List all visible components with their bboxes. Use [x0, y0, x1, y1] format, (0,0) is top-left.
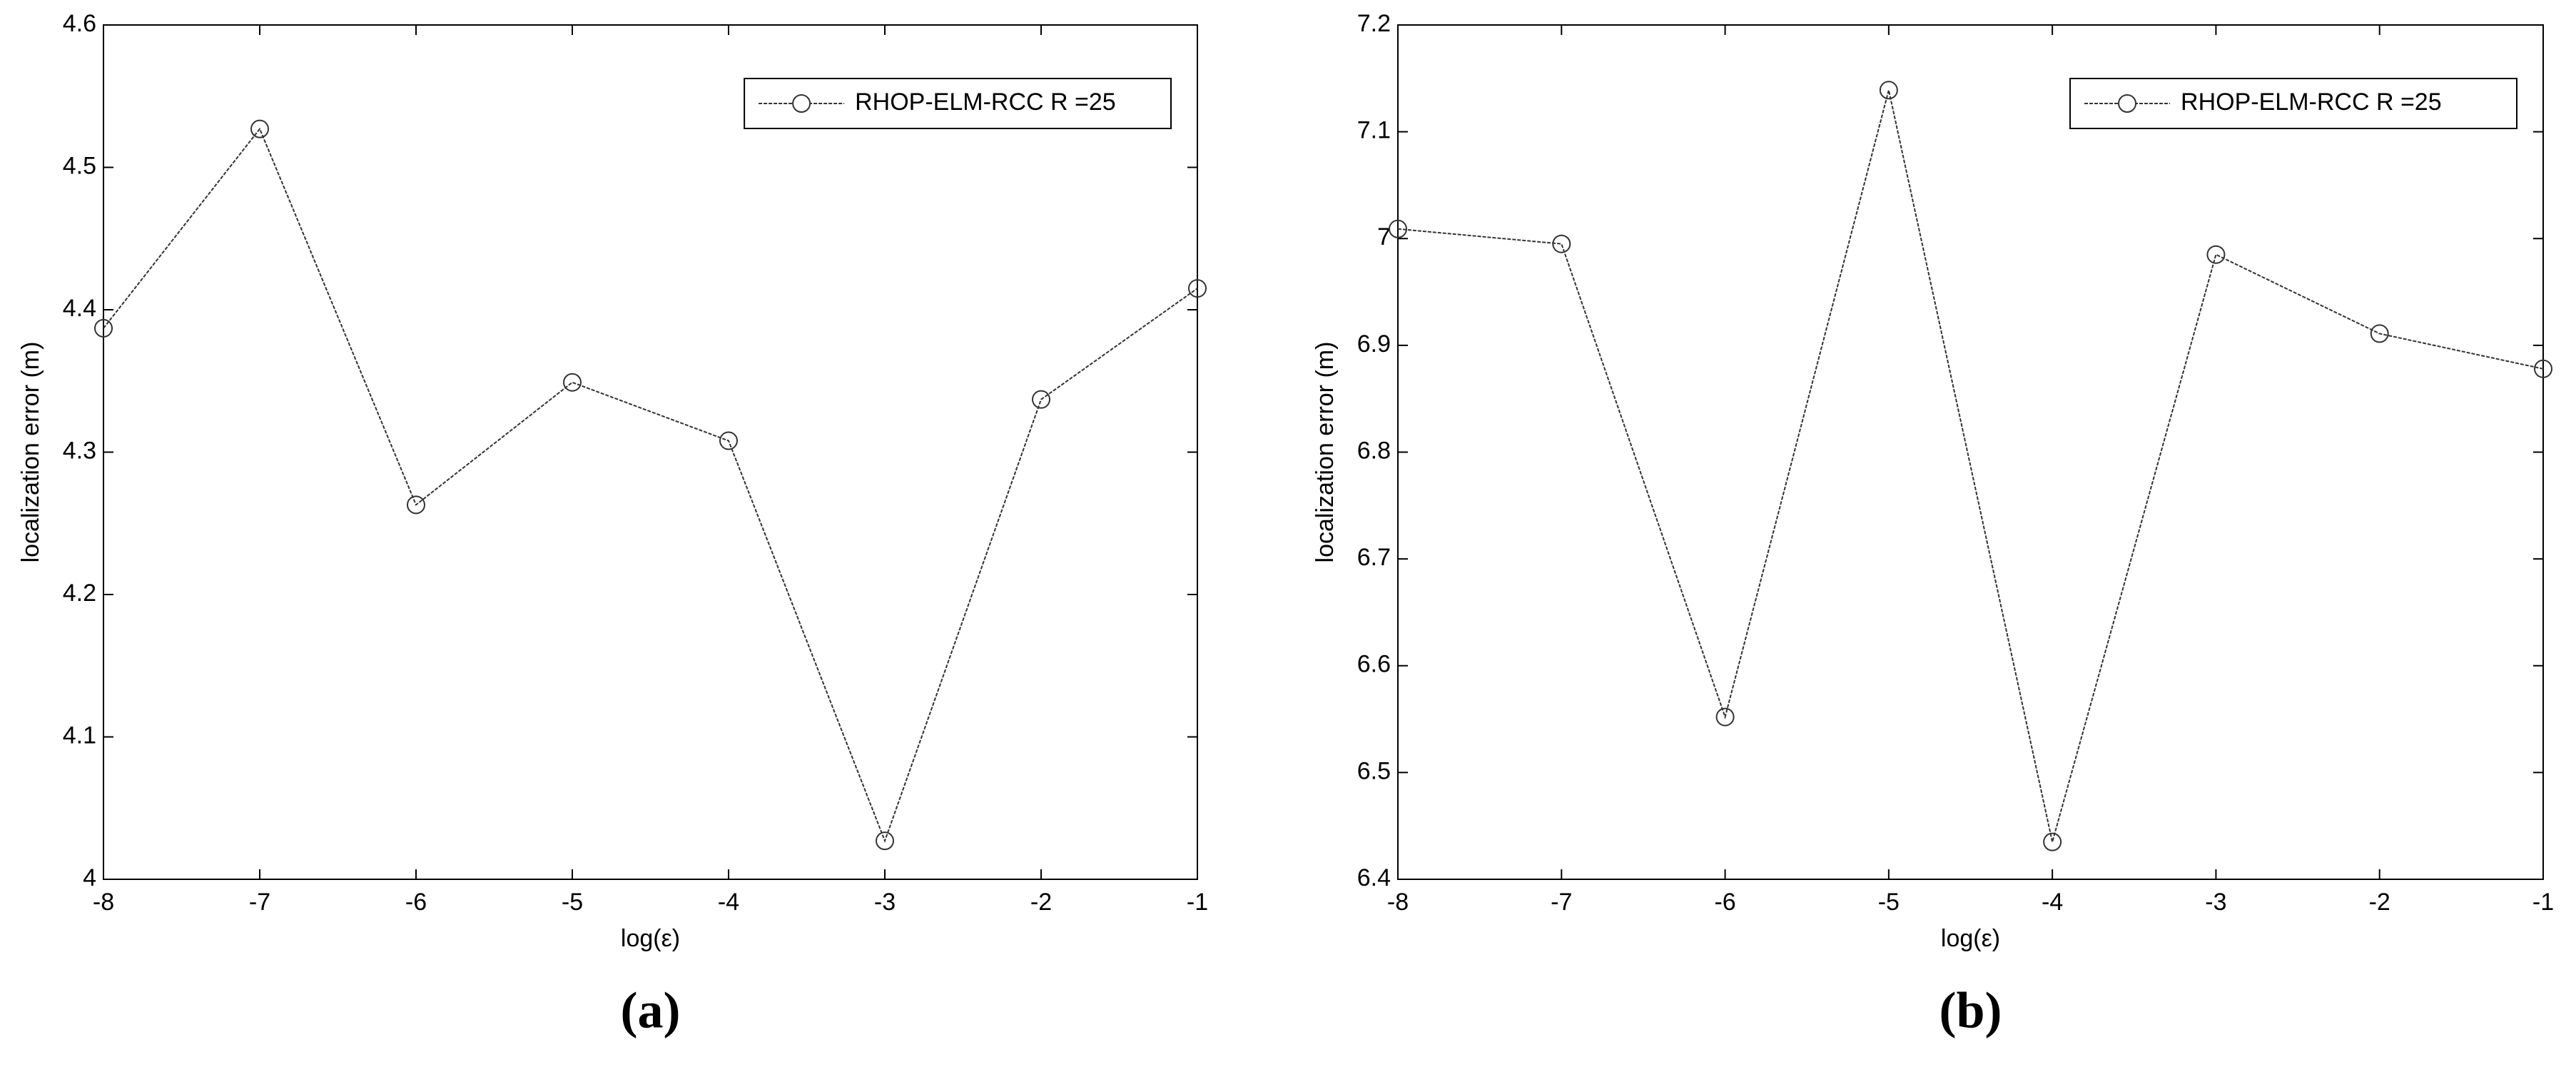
x-tick-label: -1	[2532, 889, 2554, 916]
y-tick-label: 6.7	[1357, 544, 1391, 571]
y-tick-label: 4.4	[63, 295, 96, 322]
y-tick-label: 7.1	[1357, 117, 1391, 144]
data-point	[2370, 324, 2389, 343]
plot-area	[1397, 24, 2544, 880]
x-tick-label: -5	[562, 889, 583, 916]
data-point	[94, 318, 113, 338]
data-point	[1879, 81, 1898, 100]
x-tick-label: -6	[405, 889, 427, 916]
caption: (b)	[1939, 982, 2002, 1039]
data-point	[563, 373, 582, 392]
data-point	[1032, 390, 1050, 409]
caption: (a)	[621, 982, 681, 1039]
data-point	[250, 119, 269, 138]
x-tick-label: -4	[2042, 889, 2063, 916]
y-tick-label: 6.9	[1357, 330, 1391, 358]
legend-marker	[792, 94, 811, 113]
data-point	[719, 431, 738, 450]
x-tick-label: -1	[1187, 889, 1208, 916]
data-line	[103, 127, 1198, 844]
y-tick-label: 7.2	[1357, 10, 1391, 37]
x-axis-label: log(ε)	[621, 925, 680, 952]
y-tick-label: 4.2	[63, 580, 96, 607]
x-tick-label: -8	[1387, 889, 1409, 916]
data-point	[876, 831, 894, 851]
y-tick-label: 4.5	[63, 152, 96, 179]
data-line	[1397, 90, 2544, 842]
plot-area	[103, 24, 1198, 880]
data-point	[2206, 245, 2226, 264]
x-tick-label: -2	[2369, 889, 2390, 916]
x-axis-label: log(ε)	[1941, 925, 2000, 952]
data-point	[1552, 234, 1571, 253]
legend-label: RHOP-ELM-RCC R =25	[855, 89, 1116, 116]
y-tick-label: 4.6	[63, 10, 96, 37]
x-tick-label: -7	[249, 889, 270, 916]
x-tick-label: -3	[874, 889, 896, 916]
chart-panel: -8 -7 -6 -5 -4 -3 -2 -1 4 4.1 4.2 4.3 4.4 4.5 4.6 log(ε…	[17, 10, 1208, 1039]
y-axis-label: localization error (m)	[1312, 342, 1339, 563]
y-tick-label: 4.3	[63, 437, 96, 464]
y-tick-label: 4	[83, 864, 96, 891]
y-tick-label: 6.5	[1357, 757, 1391, 784]
chart-panel: -8 -7 -6 -5 -4 -3 -2 -1 6.4 6.5 6.6 6.7 6.8 6.9 7 7.1 7.…	[1312, 10, 2554, 1039]
legend-label: RHOP-ELM-RCC R =25	[2181, 89, 2442, 116]
data-point	[1389, 219, 1407, 238]
x-tick-label: -5	[1878, 889, 1900, 916]
legend-marker	[2118, 94, 2137, 113]
data-point	[1188, 279, 1207, 298]
y-tick-label: 6.6	[1357, 651, 1391, 678]
y-tick-label: 6.4	[1357, 864, 1391, 891]
data-point	[2534, 359, 2552, 378]
x-tick-label: -3	[2205, 889, 2226, 916]
x-tick-label: -2	[1030, 889, 1052, 916]
y-tick-label: 7	[1377, 223, 1391, 251]
x-tick-label: -7	[1551, 889, 1572, 916]
x-tick-label: -6	[1714, 889, 1735, 916]
x-tick-label: -8	[93, 889, 114, 916]
data-point	[407, 495, 425, 515]
data-point	[1715, 707, 1735, 727]
y-axis-label: localization error (m)	[17, 342, 44, 563]
y-tick-label: 6.8	[1357, 437, 1391, 464]
y-tick-label: 4.1	[63, 722, 96, 749]
data-point	[2043, 832, 2062, 851]
x-tick-label: -4	[718, 889, 739, 916]
